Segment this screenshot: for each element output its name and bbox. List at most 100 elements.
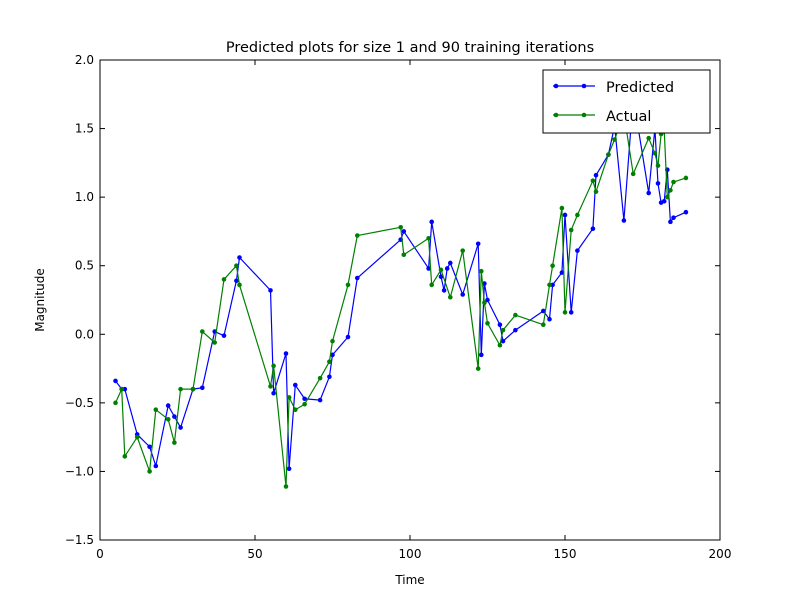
data-point-actual xyxy=(460,248,466,253)
data-point-predicted xyxy=(165,403,171,408)
data-point-actual xyxy=(559,205,565,211)
data-point-actual xyxy=(630,171,636,177)
data-point-predicted xyxy=(448,260,453,266)
legend-actual-label: Actual xyxy=(606,109,651,125)
data-point-actual xyxy=(401,252,407,258)
data-point-actual xyxy=(547,282,552,288)
data-point-actual xyxy=(355,233,360,238)
data-point-predicted xyxy=(153,463,159,469)
y-tick-label: 1.0 xyxy=(75,190,94,204)
data-point-actual xyxy=(398,225,404,230)
data-point-predicted xyxy=(655,181,661,186)
data-point-actual xyxy=(426,235,431,241)
data-point-predicted xyxy=(497,322,503,327)
data-point-actual xyxy=(237,282,242,288)
data-point-actual xyxy=(153,407,159,413)
data-point-predicted xyxy=(293,382,298,388)
y-tick-label: −1.5 xyxy=(65,533,94,547)
data-point-predicted xyxy=(513,327,518,333)
data-point-predicted xyxy=(330,352,335,358)
x-axis-title: Time xyxy=(394,573,424,587)
x-axis: 0 50 100 150 200 xyxy=(96,60,731,561)
y-tick-label: 1.5 xyxy=(75,122,94,136)
x-tick-label: 50 xyxy=(247,547,262,561)
data-point-predicted xyxy=(113,378,118,384)
data-point-actual xyxy=(122,454,128,459)
data-point-predicted xyxy=(541,308,546,314)
data-point-actual xyxy=(345,282,351,288)
data-point-predicted xyxy=(221,333,227,338)
legend-actual-marker-left xyxy=(553,112,559,118)
data-point-actual xyxy=(541,322,546,327)
x-tick-label: 200 xyxy=(709,547,732,561)
data-point-actual xyxy=(286,395,292,400)
data-point-actual xyxy=(302,401,307,407)
data-point-actual xyxy=(190,386,196,392)
data-point-actual xyxy=(513,312,518,318)
data-point-actual xyxy=(165,417,171,422)
data-point-actual xyxy=(448,294,453,300)
data-point-predicted xyxy=(444,266,450,271)
data-point-actual xyxy=(655,163,661,168)
data-point-predicted xyxy=(234,278,239,284)
data-point-actual xyxy=(113,400,118,406)
y-tick-label: 2.0 xyxy=(75,53,94,67)
y-axis-title: Magnitude xyxy=(33,268,47,332)
data-point-predicted xyxy=(268,288,273,293)
data-point-actual xyxy=(429,282,435,288)
legend-predicted-label: Predicted xyxy=(606,80,674,96)
data-point-actual xyxy=(438,267,444,273)
data-point-actual xyxy=(590,178,596,183)
data-point-actual xyxy=(119,386,124,392)
data-point-predicted xyxy=(482,281,487,286)
data-point-actual xyxy=(550,263,555,269)
data-point-predicted xyxy=(345,334,351,340)
data-point-actual xyxy=(200,329,205,334)
data-point-predicted xyxy=(559,270,565,275)
data-point-actual xyxy=(562,310,568,315)
data-point-actual xyxy=(330,338,335,344)
data-point-predicted xyxy=(575,248,580,253)
data-point-actual xyxy=(172,440,177,445)
legend: Predicted Actual xyxy=(542,69,711,134)
data-point-predicted xyxy=(590,226,596,231)
data-point-actual xyxy=(482,300,487,306)
data-point-predicted xyxy=(317,397,323,403)
data-point-predicted xyxy=(283,351,289,356)
data-point-actual xyxy=(283,484,289,489)
data-point-predicted xyxy=(485,297,490,303)
data-point-predicted xyxy=(547,316,552,322)
data-point-predicted xyxy=(200,385,205,391)
data-point-actual xyxy=(221,277,227,282)
data-point-predicted xyxy=(593,172,599,178)
data-point-actual xyxy=(497,342,503,348)
data-point-actual xyxy=(327,359,332,365)
data-point-predicted xyxy=(568,310,574,315)
data-point-predicted xyxy=(671,215,676,221)
data-point-actual xyxy=(575,212,580,218)
y-tick-label: 0.0 xyxy=(75,327,94,341)
data-point-actual xyxy=(652,150,658,156)
data-point-actual xyxy=(593,189,599,194)
data-point-predicted xyxy=(460,292,466,297)
data-point-predicted xyxy=(661,198,667,204)
data-point-actual xyxy=(485,321,490,326)
data-point-predicted xyxy=(500,338,506,344)
data-point-actual xyxy=(147,469,152,474)
legend-predicted-marker-left xyxy=(553,83,559,89)
y-tick-label: −1.0 xyxy=(65,464,94,478)
data-point-predicted xyxy=(172,414,177,419)
data-point-actual xyxy=(317,375,323,381)
data-point-predicted xyxy=(355,275,360,281)
data-point-actual xyxy=(612,137,617,142)
data-point-actual xyxy=(665,194,670,200)
data-point-predicted xyxy=(237,255,242,260)
data-point-predicted xyxy=(147,444,152,450)
data-point-actual xyxy=(268,384,273,389)
data-point-predicted xyxy=(286,466,292,471)
data-point-predicted xyxy=(646,190,651,196)
x-tick-label: 100 xyxy=(399,547,422,561)
data-point-actual xyxy=(134,434,140,440)
data-point-predicted xyxy=(438,274,444,279)
